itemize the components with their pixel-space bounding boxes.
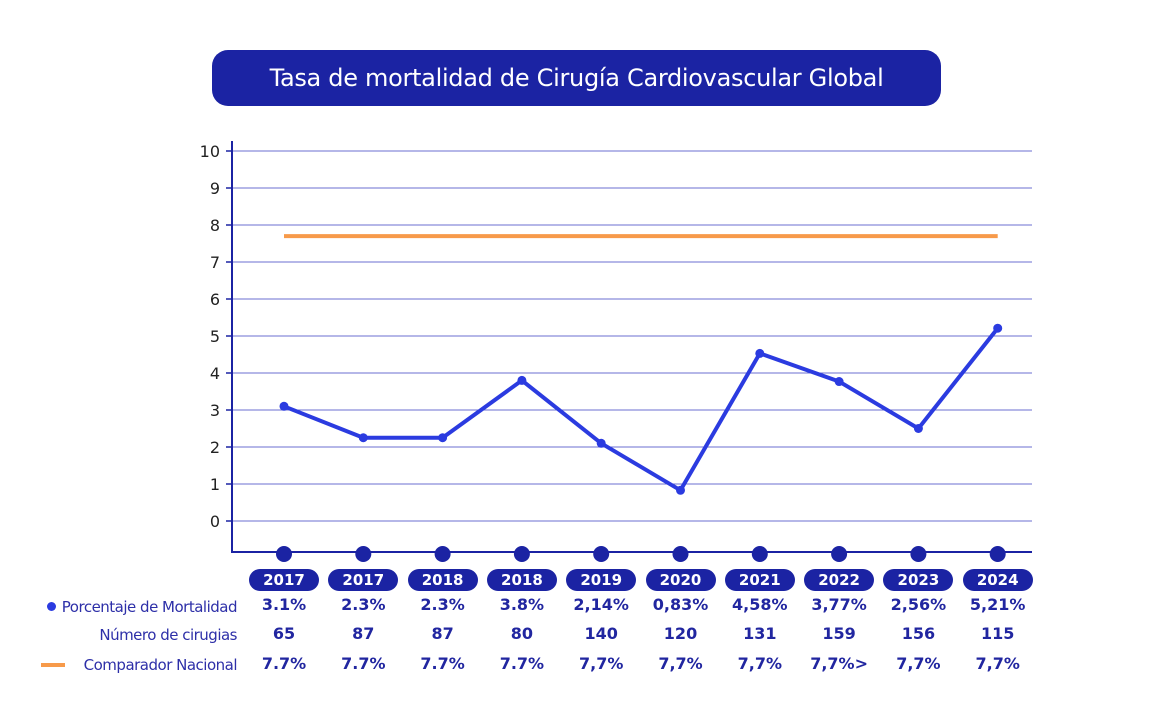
x-tick-label: 2017 (249, 569, 319, 591)
data-point (676, 485, 685, 495)
comparador-value: 7,7%> (810, 654, 868, 673)
legend-line-icon (41, 663, 65, 667)
y-tick-label: 7 (210, 253, 220, 272)
x-tick-label: 2019 (566, 569, 637, 591)
cirugias-value: 131 (743, 624, 777, 643)
row-label: Número de cirugias (99, 626, 237, 644)
mortalidad-value: 2,14% (573, 595, 629, 614)
y-tick-label: 9 (210, 179, 220, 198)
y-tick-label: 4 (210, 364, 220, 383)
y-tick-label: 1 (210, 475, 220, 494)
x-axis-marker (276, 546, 292, 562)
cirugias-value: 140 (584, 624, 618, 643)
comparador-value: 7.7% (499, 654, 545, 673)
comparador-value: 7,7% (658, 654, 703, 673)
data-point (993, 323, 1003, 333)
legend-dot-icon (47, 602, 56, 611)
x-axis-marker (513, 546, 530, 562)
comparador-value: 7.7% (261, 654, 307, 673)
y-tick-label: 2 (210, 438, 220, 457)
cirugias-value: 120 (663, 624, 698, 643)
x-axis-marker (831, 546, 848, 562)
cirugias-value: 80 (510, 624, 534, 643)
chart-title: Tasa de mortalidad de Cirugía Cardiovasc… (212, 50, 941, 106)
mortalidad-value: 3.8% (499, 595, 545, 614)
y-tick-label: 0 (210, 512, 220, 531)
data-point (279, 401, 289, 411)
x-tick-label: 2017 (328, 569, 399, 591)
data-point (517, 375, 527, 385)
mortalidad-value: 2.3% (341, 595, 386, 614)
mortalidad-value: 3.1% (261, 595, 307, 614)
data-point (596, 438, 606, 448)
data-point (755, 348, 765, 358)
x-tick-label: 2022 (804, 569, 875, 591)
x-axis-marker (593, 546, 610, 562)
x-axis-marker (989, 546, 1006, 562)
mortalidad-value: 4,58% (732, 595, 788, 614)
x-tick-label: 2018 (486, 569, 557, 591)
x-axis-marker (355, 546, 372, 562)
mortalidad-value: 3,77% (811, 595, 867, 614)
y-tick-label: 5 (210, 327, 220, 346)
mortalidad-value: 2.3% (420, 595, 465, 614)
data-point (913, 424, 923, 433)
mortalidad-line (283, 326, 1000, 493)
cirugias-value: 87 (352, 624, 375, 643)
data-point (834, 377, 844, 387)
mortalidad-value: 2,56% (890, 595, 947, 614)
x-axis-marker (434, 546, 451, 562)
cirugias-value: 159 (822, 624, 856, 643)
y-tick-label: 10 (200, 142, 220, 161)
comparador-value: 7,7% (975, 654, 1020, 673)
x-axis-marker (672, 546, 689, 562)
cirugias-value: 156 (901, 624, 936, 643)
y-tick-label: 3 (210, 401, 220, 420)
x-tick-label: 2023 (883, 569, 954, 591)
row-label: Comparador Nacional (83, 656, 238, 674)
y-tick-label: 8 (210, 216, 220, 235)
data-point (358, 433, 368, 443)
comparador-value: 7.7% (420, 654, 465, 673)
x-axis-marker (910, 546, 927, 562)
y-tick-label: 6 (210, 290, 220, 309)
comparador-value: 7.7% (341, 654, 386, 673)
x-tick-label: 2024 (962, 569, 1033, 591)
comparador-value: 7,7% (737, 654, 782, 673)
data-point (438, 433, 448, 443)
x-tick-label: 2020 (645, 569, 716, 591)
cirugias-value: 115 (980, 624, 1015, 643)
row-label: Porcentaje de Mortalidad (61, 598, 238, 616)
cirugias-value: 65 (272, 624, 296, 643)
x-tick-label: 2021 (724, 569, 795, 591)
mortalidad-value: 5,21% (969, 595, 1026, 614)
mortalidad-value: 0,83% (652, 595, 709, 614)
comparador-value: 7,7% (579, 654, 624, 673)
x-tick-label: 2018 (407, 569, 478, 591)
x-axis-marker (751, 546, 768, 562)
cirugias-value: 87 (431, 624, 454, 643)
comparador-value: 7,7% (896, 654, 941, 673)
